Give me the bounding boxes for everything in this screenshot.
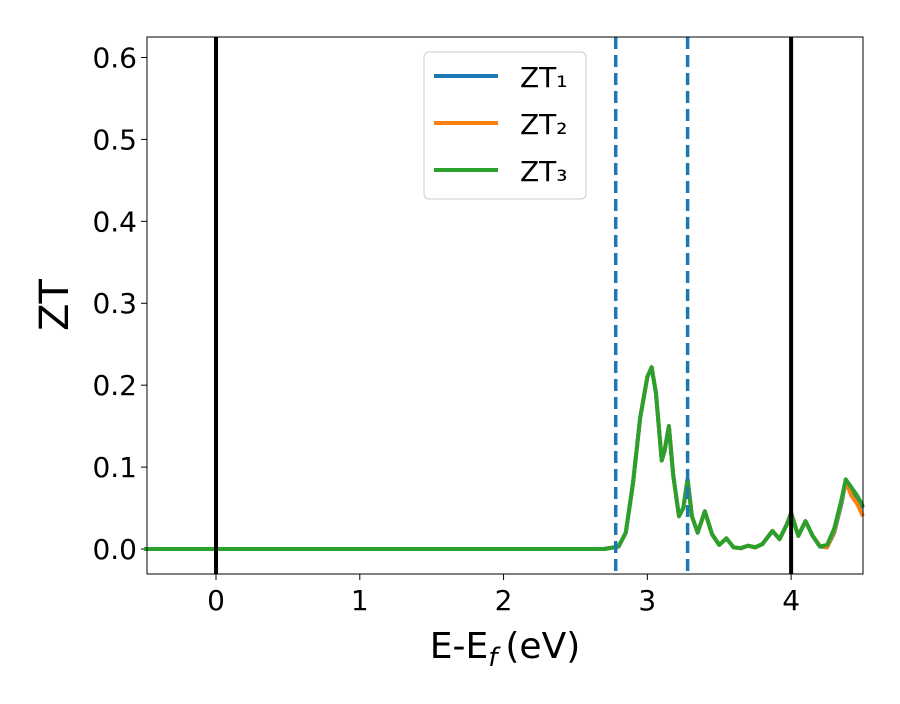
y-tick-label: 0.5 <box>92 123 137 156</box>
x-label-unit: (eV) <box>505 626 580 667</box>
x-tick-label: 1 <box>351 584 369 617</box>
y-tick-label: 0.0 <box>92 533 137 566</box>
legend-label: ZT₂ <box>520 108 568 141</box>
series-line <box>144 365 865 552</box>
y-axis-label: ZT <box>32 279 78 331</box>
y-tick-label: 0.2 <box>92 369 137 402</box>
x-tick-label: 4 <box>782 584 800 617</box>
plot-frame <box>146 36 864 575</box>
y-tick-label: 0.4 <box>92 205 137 238</box>
series-line <box>144 365 865 552</box>
y-tick-label: 0.3 <box>92 287 137 320</box>
x-tick-label: 3 <box>638 584 656 617</box>
x-label-sub: f <box>488 643 501 673</box>
y-tick-label: 0.6 <box>92 41 137 74</box>
x-tick-label: 2 <box>495 584 513 617</box>
y-tick-label: 0.1 <box>92 451 137 484</box>
legend-label: ZT₁ <box>520 61 568 94</box>
x-label-main: E-E <box>430 626 488 667</box>
legend-box <box>423 51 587 200</box>
x-axis-label: E-Ef (eV) <box>430 626 581 673</box>
series-line <box>144 365 865 552</box>
x-tick-label: 0 <box>207 584 225 617</box>
legend-label: ZT₃ <box>520 155 568 188</box>
